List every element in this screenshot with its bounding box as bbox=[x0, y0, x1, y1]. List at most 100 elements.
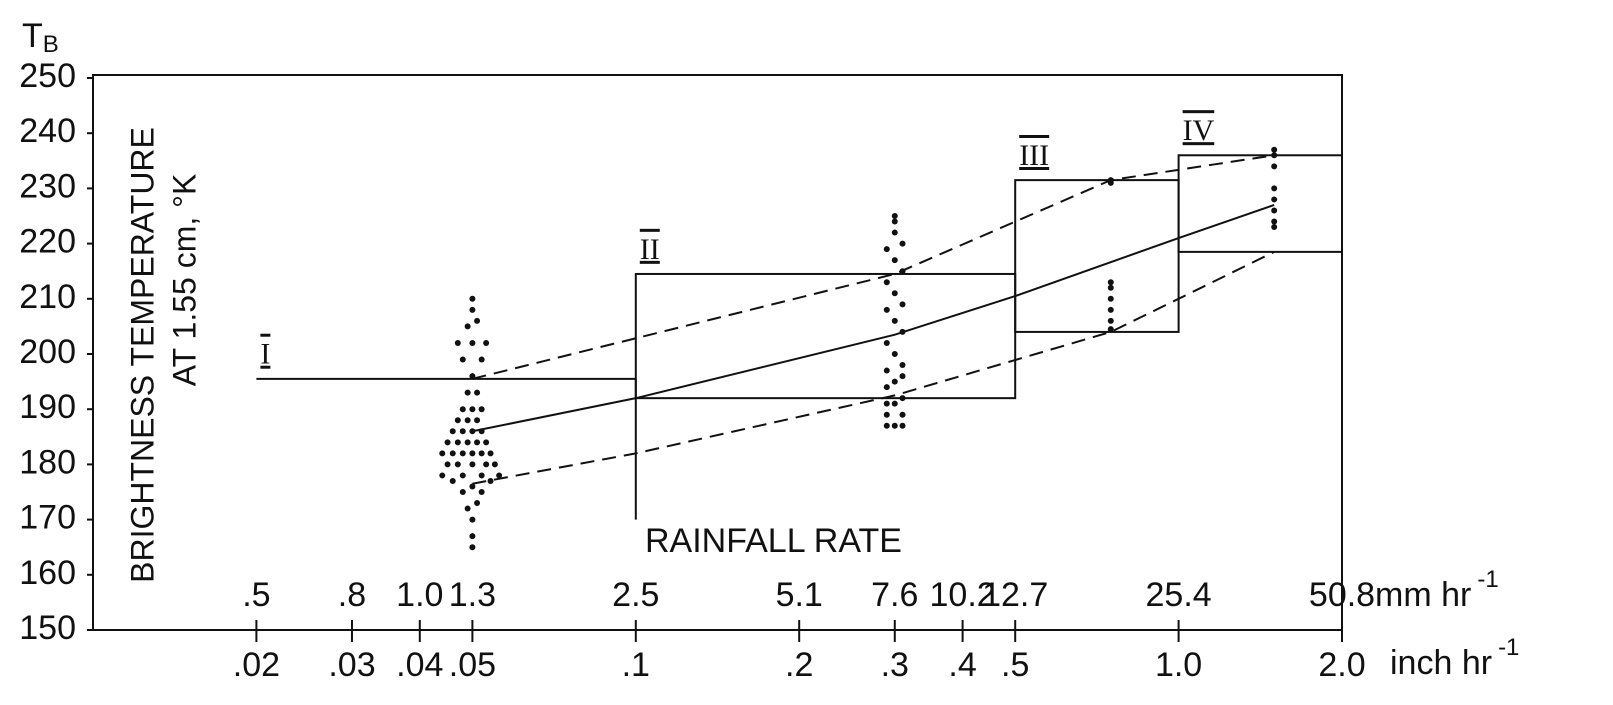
data-point bbox=[883, 306, 890, 313]
x-tick-label-mm: 7.6 bbox=[871, 576, 918, 614]
data-point bbox=[478, 450, 485, 457]
data-point bbox=[469, 483, 476, 490]
x-tick-label-mm: 10.2 bbox=[930, 576, 996, 614]
data-point bbox=[464, 323, 471, 330]
data-point bbox=[464, 417, 471, 424]
region-label: III bbox=[1019, 139, 1049, 172]
data-point bbox=[1271, 207, 1278, 214]
data-point bbox=[449, 477, 456, 484]
data-point bbox=[891, 400, 898, 407]
data-point bbox=[459, 472, 466, 479]
region-box bbox=[1177, 154, 1344, 253]
y-tick-label: 150 bbox=[19, 609, 76, 647]
data-point bbox=[883, 339, 890, 346]
data-point bbox=[454, 417, 461, 424]
data-point bbox=[487, 450, 494, 457]
data-point bbox=[459, 406, 466, 413]
data-point bbox=[891, 317, 898, 324]
data-point bbox=[1271, 163, 1278, 170]
data-point bbox=[883, 384, 890, 391]
x-tick-label-mm: 1.3 bbox=[449, 576, 496, 614]
x-tick-label: .03 bbox=[328, 646, 375, 684]
trend-line bbox=[472, 154, 1275, 380]
data-point bbox=[469, 339, 476, 346]
data-point bbox=[899, 373, 906, 380]
y-tick-label: 180 bbox=[19, 443, 76, 481]
data-point bbox=[478, 472, 485, 479]
y-symbol: TB bbox=[22, 17, 59, 58]
data-point bbox=[891, 290, 898, 297]
data-point bbox=[469, 461, 476, 468]
x-tick-label: 2.0 bbox=[1318, 646, 1365, 684]
data-point bbox=[1107, 295, 1114, 302]
region-box bbox=[1014, 179, 1180, 333]
x-axis-label: RAINFALL RATE bbox=[645, 522, 902, 560]
y-axis-label: AT 1.55 cm, °K bbox=[166, 174, 202, 387]
data-point bbox=[899, 362, 906, 369]
data-point bbox=[891, 422, 898, 429]
trend-line bbox=[472, 204, 1275, 433]
x-tick-label: 1.0 bbox=[1155, 646, 1202, 684]
data-point bbox=[454, 461, 461, 468]
x-tick-label: .2 bbox=[785, 646, 813, 684]
trend-line bbox=[472, 250, 1275, 485]
data-point bbox=[483, 439, 490, 446]
data-point bbox=[1107, 317, 1114, 324]
data-point bbox=[469, 516, 476, 523]
data-point bbox=[1271, 185, 1278, 192]
data-point bbox=[899, 422, 906, 429]
data-point bbox=[444, 439, 451, 446]
data-point bbox=[469, 450, 476, 457]
data-point bbox=[496, 472, 503, 479]
data-point bbox=[449, 450, 456, 457]
data-point bbox=[469, 533, 476, 540]
data-point bbox=[891, 213, 898, 219]
region-box bbox=[256, 377, 637, 520]
data-point bbox=[899, 395, 906, 402]
x-tick-label: .02 bbox=[233, 646, 280, 684]
data-point bbox=[1107, 284, 1114, 291]
x-unit-mm: mm hr -1 bbox=[1375, 566, 1499, 614]
region-label: I bbox=[260, 338, 270, 371]
y-tick-label: 160 bbox=[19, 554, 76, 592]
data-point bbox=[891, 351, 898, 357]
data-point bbox=[1271, 218, 1278, 225]
data-point bbox=[1107, 326, 1114, 333]
data-point bbox=[478, 406, 485, 413]
data-point bbox=[899, 301, 906, 308]
data-point bbox=[891, 229, 898, 236]
x-tick-label: .5 bbox=[1001, 646, 1029, 684]
data-point bbox=[883, 246, 890, 253]
data-point bbox=[478, 489, 485, 495]
y-tick-label: 250 bbox=[19, 57, 76, 95]
data-point bbox=[439, 472, 446, 479]
y-tick-label: 200 bbox=[19, 333, 76, 371]
y-tick-label: 170 bbox=[19, 499, 76, 537]
x-unit-inch: inch hr -1 bbox=[1390, 634, 1519, 682]
data-point bbox=[469, 544, 476, 551]
data-point bbox=[469, 306, 476, 313]
x-tick-label-mm: 12.7 bbox=[982, 576, 1048, 614]
data-point bbox=[899, 411, 906, 418]
data-point bbox=[483, 461, 490, 468]
x-tick-label-mm: 2.5 bbox=[612, 576, 659, 614]
data-point bbox=[478, 356, 485, 363]
data-point bbox=[464, 389, 471, 396]
x-tick-label: .04 bbox=[396, 646, 443, 684]
y-tick-label: 230 bbox=[19, 167, 76, 205]
y-tick-label: 210 bbox=[19, 278, 76, 316]
x-tick-label: .3 bbox=[881, 646, 909, 684]
data-point bbox=[891, 378, 898, 385]
data-point bbox=[469, 428, 476, 435]
data-point bbox=[1107, 279, 1114, 286]
data-point bbox=[474, 317, 481, 324]
data-point bbox=[1271, 146, 1278, 153]
data-point bbox=[899, 328, 906, 335]
data-point bbox=[883, 400, 890, 407]
data-point bbox=[487, 477, 494, 484]
x-tick-label-mm: 5.1 bbox=[776, 576, 823, 614]
data-point bbox=[1107, 177, 1114, 184]
data-point bbox=[474, 389, 481, 396]
data-point bbox=[1107, 306, 1114, 313]
